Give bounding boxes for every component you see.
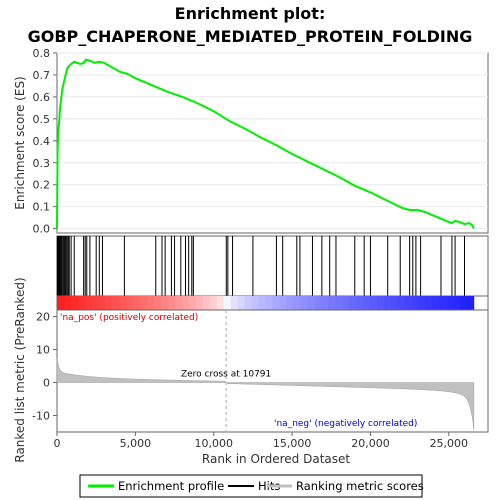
color-bar-segment bbox=[432, 296, 440, 310]
color-bar-segment bbox=[91, 296, 99, 310]
es-axis-label: Enrichment score (ES) bbox=[13, 76, 27, 209]
neg-correlated-label: 'na_neg' (negatively correlated) bbox=[274, 419, 417, 429]
x-tick-label: 20,000 bbox=[351, 437, 390, 450]
color-bar-segment bbox=[133, 296, 141, 310]
x-tick-label: 10,000 bbox=[194, 437, 233, 450]
color-bar-segment bbox=[251, 296, 259, 310]
color-bar-segment bbox=[258, 296, 266, 310]
color-bar-segment bbox=[327, 296, 336, 310]
color-bar-segment bbox=[446, 296, 454, 310]
color-bar-segment bbox=[383, 296, 391, 310]
color-bar-segment bbox=[244, 296, 252, 310]
color-bar-segment bbox=[168, 296, 176, 310]
metric-tick-label: -10 bbox=[32, 410, 50, 423]
color-bar-segment bbox=[418, 296, 426, 310]
color-bar-segment bbox=[314, 296, 322, 310]
color-bar-segment bbox=[466, 296, 475, 310]
color-bar-segment bbox=[105, 296, 113, 310]
color-bar-segment bbox=[175, 296, 183, 310]
color-bar-segment bbox=[390, 296, 398, 310]
color-bar-segment bbox=[223, 296, 232, 310]
color-bar-segment bbox=[230, 296, 238, 310]
metric-tick-label: 0 bbox=[43, 377, 50, 390]
metric-tick-label: 10 bbox=[36, 344, 50, 357]
color-bar-segment bbox=[112, 296, 120, 310]
color-bar-segment bbox=[119, 296, 127, 310]
color-bar-segment bbox=[341, 296, 350, 310]
color-bar-segment bbox=[237, 296, 245, 310]
color-bar-segment bbox=[189, 296, 197, 310]
es-tick-label: 0.0 bbox=[33, 223, 51, 236]
enrichment-profile-line bbox=[56, 58, 475, 230]
pos-correlated-label: 'na_pos' (positively correlated) bbox=[60, 313, 198, 323]
color-bar-segment bbox=[362, 296, 370, 310]
color-bar-segment bbox=[265, 296, 273, 310]
es-tick-label: 0.7 bbox=[33, 69, 51, 82]
x-tick-label: 5,000 bbox=[120, 437, 152, 450]
chart-title-line1: Enrichment plot: bbox=[175, 4, 326, 23]
es-tick-label: 0.2 bbox=[33, 179, 51, 192]
es-tick-label: 0.4 bbox=[33, 135, 51, 148]
metric-panel-frame bbox=[56, 309, 489, 433]
x-tick-label: 25,000 bbox=[430, 437, 469, 450]
chart-title-line2: GOBP_CHAPERONE_MEDIATED_PROTEIN_FOLDING bbox=[28, 27, 473, 46]
color-bar-segment bbox=[404, 296, 412, 310]
es-tick-label: 0.8 bbox=[33, 47, 51, 60]
color-bar-segment bbox=[57, 296, 65, 310]
color-bar-segment bbox=[202, 296, 211, 310]
color-bar-segment bbox=[279, 296, 287, 310]
color-bar-segment bbox=[307, 296, 315, 310]
color-bar-segment bbox=[355, 296, 364, 310]
color-bar-segment bbox=[84, 296, 93, 310]
legend-metric-label: Ranking metric scores bbox=[296, 479, 424, 493]
color-bar-segment bbox=[70, 296, 79, 310]
color-bar-segment bbox=[126, 296, 134, 310]
es-tick-label: 0.6 bbox=[33, 91, 51, 104]
legend-enrichment-label: Enrichment profile bbox=[118, 479, 224, 493]
zero-cross-label: Zero cross at 10791 bbox=[181, 370, 271, 380]
es-tick-label: 0.1 bbox=[33, 201, 51, 214]
es-tick-label: 0.5 bbox=[33, 113, 51, 126]
color-bar-segment bbox=[209, 296, 218, 310]
color-bar-segment bbox=[182, 296, 190, 310]
color-bar-segment bbox=[411, 296, 419, 310]
color-bar-segment bbox=[161, 296, 169, 310]
x-axis-label: Rank in Ordered Dataset bbox=[202, 452, 350, 466]
color-bar-segment bbox=[369, 296, 377, 310]
color-bar-segment bbox=[300, 296, 308, 310]
color-bar-segment bbox=[348, 296, 357, 310]
color-bar-segment bbox=[453, 296, 461, 310]
color-bar-segment bbox=[216, 296, 225, 310]
color-bar-segment bbox=[459, 296, 468, 310]
color-bar-segment bbox=[147, 296, 155, 310]
color-bar-segment bbox=[63, 296, 72, 310]
color-bar-segment bbox=[334, 296, 343, 310]
color-bar-segment bbox=[425, 296, 433, 310]
color-bar-segment bbox=[293, 296, 301, 310]
metric-axis-label: Ranked list metric (PreRanked) bbox=[13, 277, 27, 462]
color-bar-segment bbox=[98, 296, 106, 310]
color-bar-segment bbox=[77, 296, 86, 310]
metric-tick-label: 20 bbox=[36, 311, 50, 324]
color-bar-segment bbox=[140, 296, 148, 310]
color-bar-segment bbox=[154, 296, 162, 310]
color-bar-segment bbox=[321, 296, 329, 310]
color-bar-segment bbox=[286, 296, 294, 310]
x-tick-label: 15,000 bbox=[273, 437, 312, 450]
color-bar-segment bbox=[195, 296, 204, 310]
hits-panel-frame bbox=[56, 235, 489, 297]
ranking-metric-area bbox=[56, 358, 475, 431]
legend: Enrichment profile Hits Ranking metric s… bbox=[79, 474, 424, 498]
x-tick-label: 0 bbox=[54, 437, 61, 450]
color-bar-segment bbox=[439, 296, 447, 310]
es-tick-label: 0.3 bbox=[33, 157, 51, 170]
color-bar-segment bbox=[376, 296, 384, 310]
color-bar-segment bbox=[397, 296, 405, 310]
color-bar-segment bbox=[272, 296, 280, 310]
